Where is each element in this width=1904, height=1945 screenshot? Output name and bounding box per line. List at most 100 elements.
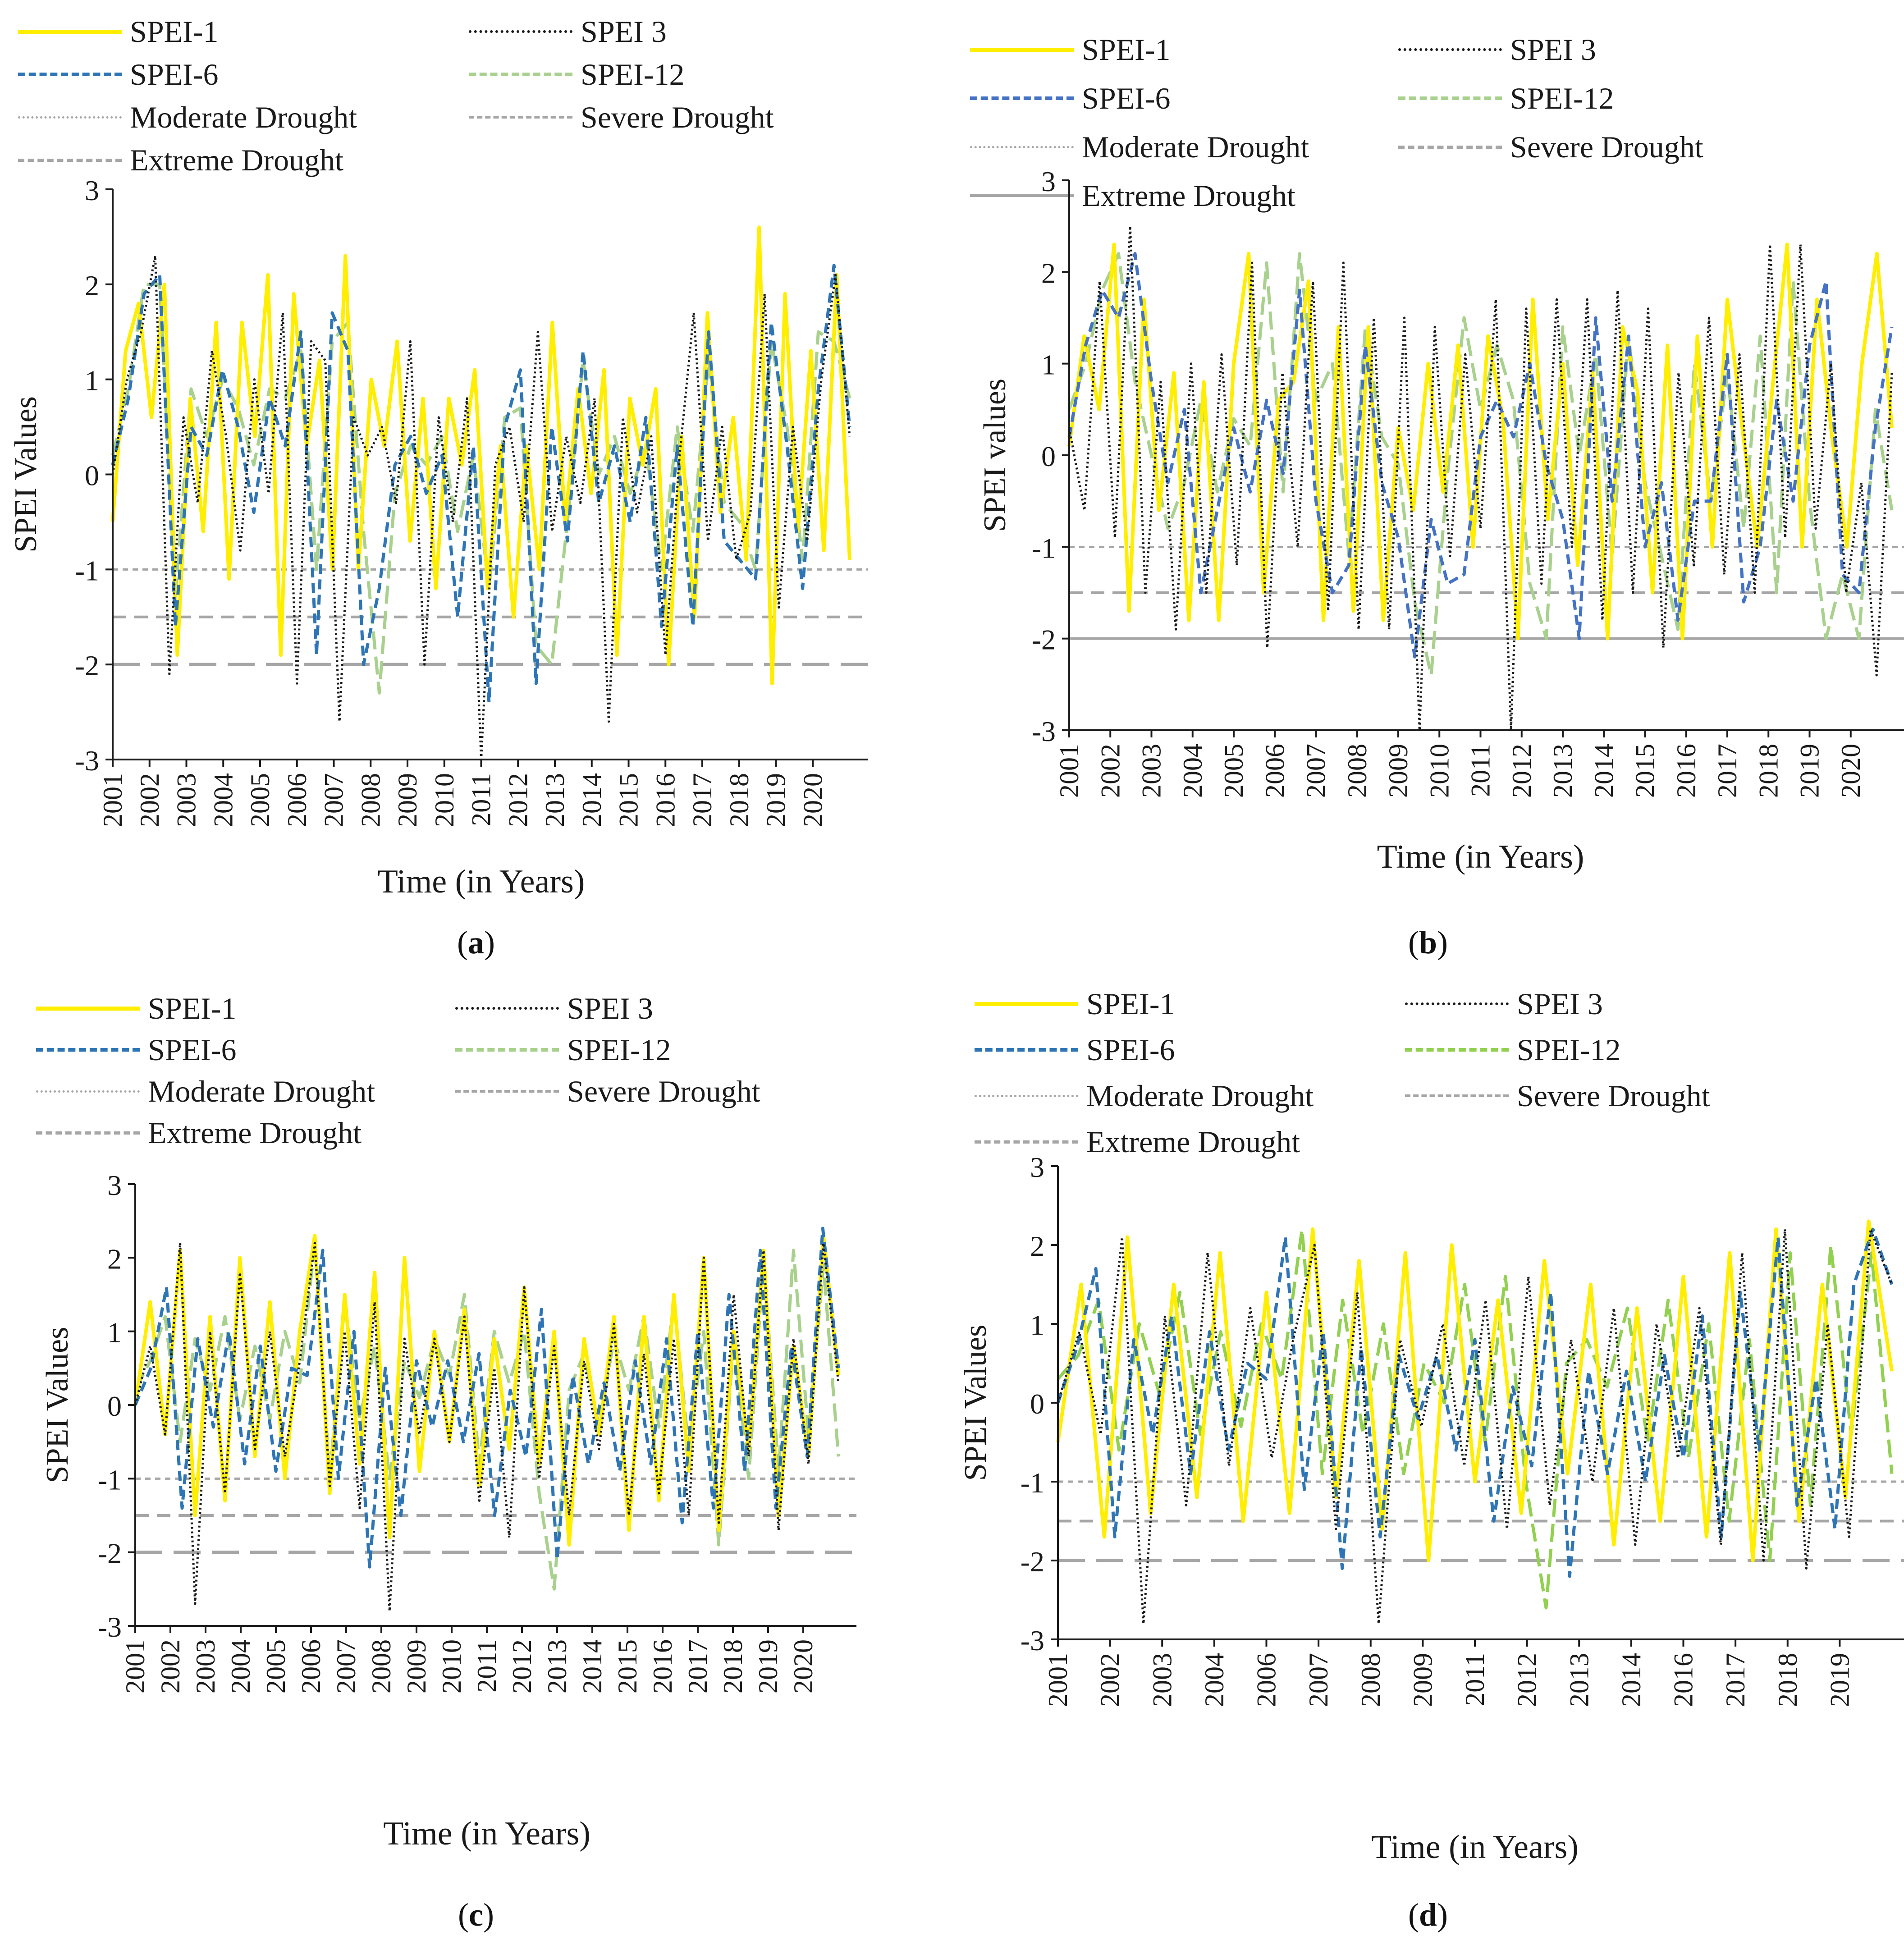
x-tick-label: 2011 — [1460, 1653, 1490, 1706]
x-tick-label: 2009 — [402, 1639, 431, 1693]
legend-swatch-spei-1 — [975, 1002, 1078, 1006]
x-tick-label: 2002 — [1095, 1653, 1125, 1707]
legend-entry-moderate-drought: Moderate Drought — [975, 1078, 1314, 1114]
series-line-spei-3 — [1068, 225, 1893, 732]
legend-swatch-severe-drought — [469, 116, 572, 119]
chart-panel-a: SPEI-1 SPEI 3 SPEI-6 SPEI-12 Moderate Dr… — [0, 0, 952, 972]
y-tick-label: -2 — [1021, 1546, 1044, 1578]
x-tick-label: 2014 — [1589, 744, 1619, 798]
x-tick-label: 2008 — [366, 1639, 396, 1693]
legend-swatch-moderate-drought — [18, 116, 122, 119]
panel-caption-d: (d) — [1408, 1897, 1448, 1933]
x-tick-label: 2009 — [393, 773, 422, 827]
x-tick-label: 2016 — [650, 773, 680, 827]
x-tick-label: 2017 — [687, 773, 717, 827]
x-tick-label: 2019 — [1825, 1653, 1854, 1707]
legend-entry-spei-1: SPEI-1 — [36, 990, 236, 1026]
x-tick-label: 2001 — [1043, 1653, 1073, 1707]
legend-swatch-severe-drought — [1398, 145, 1502, 149]
x-tick-label: 2002 — [156, 1639, 185, 1693]
legend-swatch-spei-12 — [1405, 1048, 1509, 1052]
legend-swatch-spei-12 — [1398, 96, 1502, 100]
legend-swatch-extreme-drought — [36, 1131, 140, 1135]
x-tick-label: 2006 — [1252, 1653, 1282, 1707]
legend-label-extreme-drought: Extreme Drought — [130, 142, 343, 177]
x-tick-label: 2015 — [613, 1639, 642, 1693]
legend-swatch-moderate-drought — [36, 1090, 140, 1093]
x-tick-label: 2007 — [1301, 744, 1331, 798]
panel-caption-c: (c) — [458, 1897, 494, 1933]
legend-entry-spei-6: SPEI-6 — [970, 80, 1170, 116]
x-tick-label: 2004 — [208, 773, 238, 827]
x-tick-label: 2005 — [261, 1639, 291, 1693]
y-tick-label: -3 — [98, 1611, 122, 1643]
legend-label-extreme-drought: Extreme Drought — [1086, 1124, 1300, 1159]
x-tick-label: 2015 — [614, 773, 644, 827]
legend-label-moderate-drought: Moderate Drought — [148, 1074, 375, 1108]
x-tick-label: 2013 — [540, 773, 570, 827]
legend-swatch-spei-1 — [36, 1006, 140, 1011]
x-tick-label: 2001 — [1054, 744, 1084, 798]
y-axis-title: SPEI values — [978, 379, 1012, 532]
y-tick-label: 0 — [107, 1390, 122, 1422]
series-line-spei-6 — [133, 1226, 840, 1569]
x-tick-label: 2011 — [1466, 744, 1496, 797]
x-tick-label: 2004 — [1178, 744, 1208, 798]
x-tick-label: 2010 — [1424, 744, 1454, 798]
x-tick-label: 2015 — [1630, 744, 1660, 798]
x-tick-label: 2020 — [1836, 744, 1866, 798]
legend-entry-spei-3: SPEI 3 — [1405, 986, 1603, 1022]
x-tick-label: 2013 — [1564, 1653, 1594, 1707]
y-tick-label: -3 — [75, 745, 99, 777]
legend-swatch-spei-6 — [36, 1048, 140, 1052]
x-tick-label: 2012 — [503, 773, 533, 827]
legend-entry-spei-12: SPEI-12 — [1405, 1032, 1620, 1068]
y-tick-label: -1 — [1032, 532, 1056, 564]
legend-entry-spei-3: SPEI 3 — [469, 14, 667, 50]
x-tick-label: 2011 — [467, 773, 496, 826]
x-tick-label: 2006 — [1260, 744, 1290, 798]
legend-entry-severe-drought: Severe Drought — [1398, 129, 1703, 165]
x-tick-label: 2011 — [472, 1639, 502, 1693]
x-tick-label: 2009 — [1408, 1653, 1437, 1707]
legend-label-spei-1: SPEI-1 — [148, 991, 237, 1025]
y-tick-label: 2 — [1030, 1230, 1044, 1262]
legend-entry-spei-1: SPEI-1 — [970, 32, 1170, 68]
x-tick-label: 2006 — [296, 1639, 326, 1693]
legend-entry-spei-1: SPEI-1 — [18, 14, 218, 50]
legend-entry-spei-6: SPEI-6 — [36, 1032, 236, 1068]
y-tick-label: 1 — [1030, 1309, 1044, 1341]
x-tick-label: 2012 — [507, 1639, 537, 1693]
x-axis-title: Time (in Years) — [1377, 838, 1584, 875]
chart-panel-c: SPEI-1 SPEI 3 SPEI-6 SPEI-12 Moderate Dr… — [0, 972, 952, 1945]
x-tick-label: 2007 — [331, 1639, 361, 1693]
y-tick-label: -3 — [1032, 715, 1056, 747]
chart-panel-b: SPEI-1 SPEI 3 SPEI-6 SPEI-12 Moderate Dr… — [952, 0, 1904, 972]
legend-label-extreme-drought: Extreme Drought — [148, 1115, 362, 1150]
y-tick-label: 2 — [1041, 257, 1056, 289]
x-tick-label: 2001 — [98, 773, 128, 827]
x-tick-label: 2019 — [1795, 744, 1825, 798]
x-tick-label: 2003 — [1137, 744, 1167, 798]
legend-label-spei-12: SPEI-12 — [567, 1032, 671, 1067]
x-tick-label: 2005 — [245, 773, 275, 827]
legend-swatch-spei-1 — [18, 29, 122, 34]
y-tick-label: -1 — [98, 1464, 122, 1496]
legend-entry-spei-12: SPEI-12 — [1398, 80, 1614, 116]
series-line-spei-12 — [111, 283, 851, 695]
x-tick-label: 2018 — [1773, 1653, 1803, 1707]
y-tick-label: -2 — [1032, 624, 1056, 656]
x-tick-label: 2013 — [542, 1639, 572, 1693]
y-tick-label: -2 — [98, 1538, 122, 1570]
series-line-spei-3 — [1057, 1228, 1893, 1625]
legend-swatch-spei-6 — [18, 73, 122, 76]
legend-entry-spei-12: SPEI-12 — [455, 1032, 671, 1068]
x-axis-title: Time (in Years) — [378, 863, 585, 900]
legend-entry-moderate-drought: Moderate Drought — [970, 129, 1309, 165]
legend-swatch-spei-3 — [1398, 48, 1502, 51]
x-tick-label: 2017 — [683, 1639, 713, 1693]
legend-label-spei-3: SPEI 3 — [1510, 32, 1596, 67]
legend-label-spei-3: SPEI 3 — [567, 991, 653, 1025]
x-tick-label: 2012 — [1507, 744, 1537, 798]
